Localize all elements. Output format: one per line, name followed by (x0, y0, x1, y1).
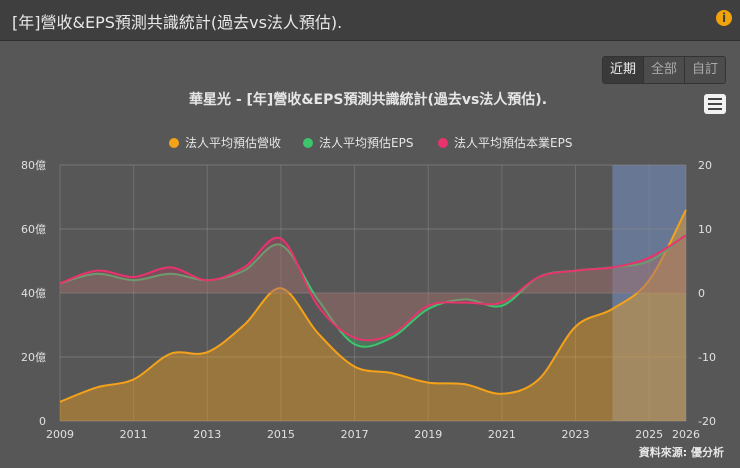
info-icon[interactable]: i (716, 10, 732, 26)
chart-panel: 近期 全部 自訂 (8, 48, 732, 462)
page-title: [年]營收&EPS預測共識統計(過去vs法人預估). (12, 13, 343, 32)
page-header: [年]營收&EPS預測共識統計(過去vs法人預估). i (0, 0, 740, 41)
range-custom-button[interactable]: 自訂 (683, 57, 725, 83)
range-button-group: 近期 全部 自訂 (601, 56, 726, 84)
range-all-button[interactable]: 全部 (642, 57, 684, 83)
hamburger-menu-icon[interactable] (704, 94, 726, 114)
range-recent-button[interactable]: 近期 (602, 57, 643, 83)
